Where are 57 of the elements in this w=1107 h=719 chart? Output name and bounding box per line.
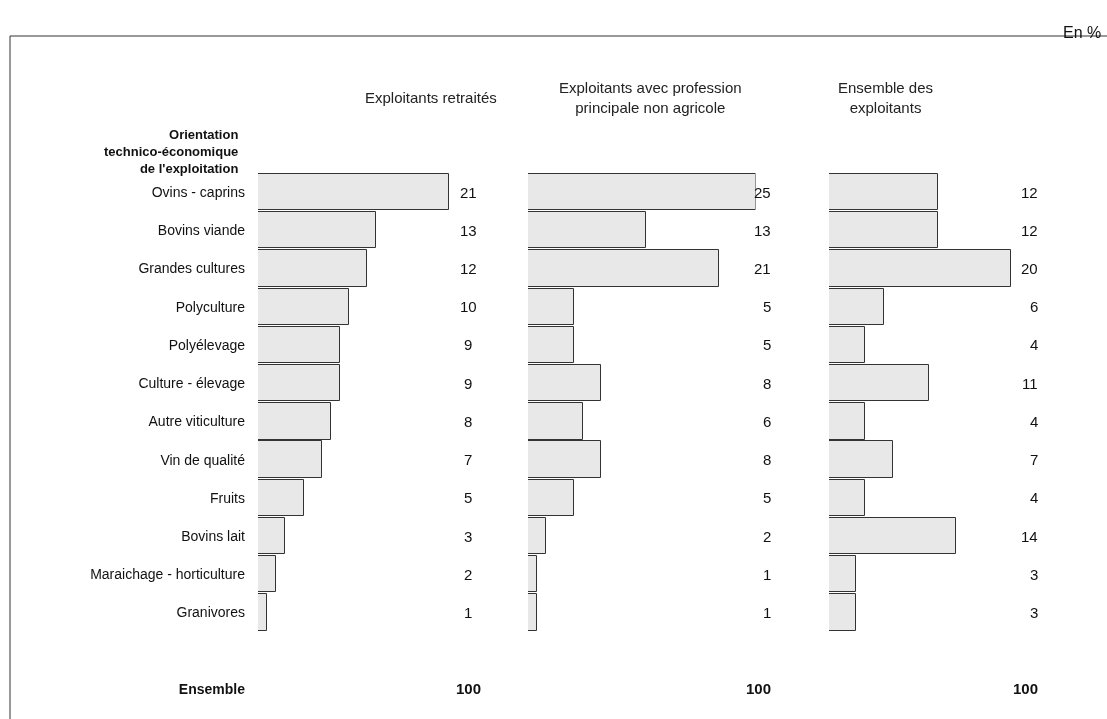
data-label: 4 <box>1030 336 1039 353</box>
data-label: 12 <box>1021 184 1038 201</box>
data-label: 1 <box>763 566 772 583</box>
data-label: 13 <box>754 222 771 239</box>
data-label: 1 <box>763 604 772 621</box>
chart-title: Exploitants avec profession principale non agricole <box>559 79 742 116</box>
data-label: 1 <box>464 604 473 621</box>
data-label: 3 <box>1030 604 1039 621</box>
data-label: 12 <box>460 260 477 277</box>
data-label: 8 <box>464 413 473 430</box>
data-label: 4 <box>1030 413 1039 430</box>
data-label: 5 <box>464 489 473 506</box>
data-label: 8 <box>763 451 772 468</box>
data-label: 6 <box>1030 298 1039 315</box>
y-tick-label: Bovins viande <box>157 222 246 239</box>
text: 100 <box>456 680 482 697</box>
y-tick-label: Maraichage - horticulture <box>90 566 246 583</box>
data-label: 21 <box>460 184 477 201</box>
y-tick-label: Autre viticulture <box>148 413 246 430</box>
data-label: 12 <box>1021 222 1038 239</box>
y-tick-label: Polyélevage <box>168 336 246 353</box>
data-label: 2 <box>464 566 473 583</box>
y-tick-label: Grandes cultures <box>138 260 245 277</box>
data-label: 2 <box>763 528 772 545</box>
data-label: 25 <box>754 184 771 201</box>
chart-title: Exploitants retraités <box>365 89 497 106</box>
data-label: 5 <box>763 336 772 353</box>
data-label: 20 <box>1021 260 1038 277</box>
chart-title: Ensemble des exploitants <box>838 79 934 116</box>
data-label: 7 <box>1030 451 1039 468</box>
data-label: 13 <box>460 222 477 239</box>
y-tick-label: Culture - élevage <box>138 375 246 392</box>
data-label: 6 <box>763 413 772 430</box>
y-tick-label: Ensemble <box>178 680 246 697</box>
data-label: 10 <box>460 298 477 315</box>
y-tick-label: Vin de qualité <box>160 451 246 468</box>
data-label: 3 <box>464 528 473 545</box>
y-tick-label: Granivores <box>176 604 245 621</box>
data-label: 3 <box>1030 566 1039 583</box>
y-tick-label: Bovins lait <box>181 527 246 544</box>
text: 100 <box>1013 680 1039 697</box>
y-tick-label: Fruits <box>210 489 245 506</box>
data-label: 4 <box>1030 489 1039 506</box>
data-label: 11 <box>1022 375 1038 392</box>
data-label: 5 <box>763 489 772 506</box>
data-label: 8 <box>763 375 772 392</box>
text: En % <box>1063 24 1102 41</box>
data-label: 21 <box>754 260 771 277</box>
data-label: 9 <box>464 375 473 392</box>
y-tick-label: Polyculture <box>175 298 246 315</box>
y-tick-label: Ovins - caprins <box>151 184 245 201</box>
data-label: 5 <box>763 298 772 315</box>
data-label: 9 <box>464 336 473 353</box>
text: 100 <box>746 680 772 697</box>
data-label: 7 <box>464 451 473 468</box>
y-axis-title: Orientation technico-économique de l'exploitation <box>104 127 239 176</box>
data-label: 14 <box>1021 528 1038 545</box>
